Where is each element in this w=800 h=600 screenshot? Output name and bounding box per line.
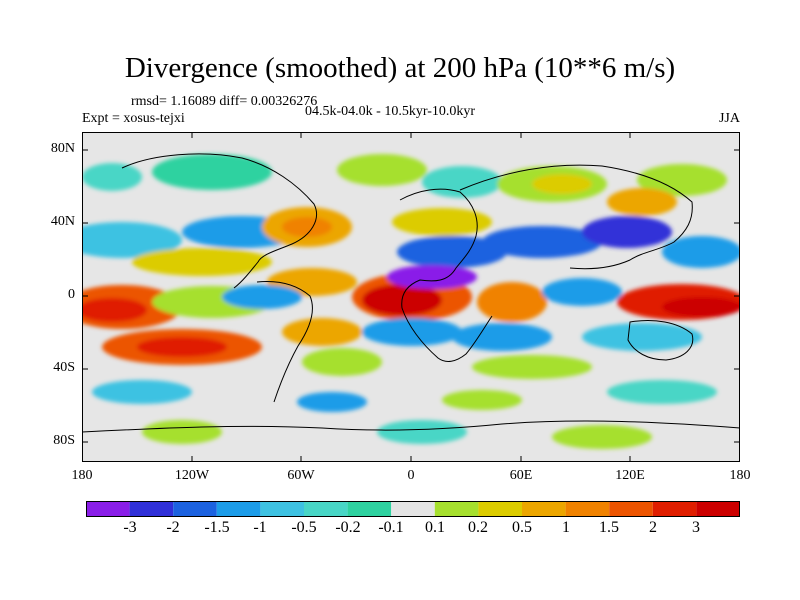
lat-label-80s: 80S [53, 433, 75, 448]
lon-label-60w: 60W [287, 468, 315, 483]
colorbar-box-1 [86, 501, 130, 517]
lon-label-120e: 120E [615, 468, 645, 483]
lat-label-80n: 80N [50, 141, 75, 156]
colorbar-box-4 [216, 501, 261, 517]
colorbar-label-9: 0.2 [468, 519, 488, 536]
lon-label-120w: 120W [174, 468, 210, 483]
colorbar-label-4: -1 [253, 519, 267, 536]
australia-coast [627, 320, 694, 361]
colorbar-box-11 [522, 501, 566, 517]
colorbar-box-2 [129, 501, 174, 517]
experiment-label: Expt = xosus-tejxi [82, 111, 185, 126]
colorbar-label-13: 2 [649, 519, 657, 536]
colorbar-box-10 [478, 501, 522, 517]
divergence-map [82, 132, 740, 462]
antarctica-coast [82, 420, 740, 433]
lat-label-40n: 40N [50, 214, 75, 229]
lon-label-60e: 60E [509, 468, 533, 483]
colorbar-box-13 [609, 501, 653, 517]
colorbar-label-1: -3 [123, 519, 137, 536]
colorbar-label-6: -0.2 [335, 519, 361, 536]
colorbar-box-6 [304, 501, 348, 517]
plot-title: Divergence (smoothed) at 200 hPa (10**6 … [124, 52, 676, 84]
colorbar-label-14: 3 [692, 519, 700, 536]
north-america-coast [121, 153, 317, 289]
colorbar-box-5 [260, 501, 304, 517]
colorbar-label-3: -1.5 [204, 519, 230, 536]
colorbar-box-9 [434, 501, 479, 517]
colorbar-box-12 [565, 501, 610, 517]
lat-label-40s: 40S [53, 360, 75, 375]
lon-label-0: 0 [407, 468, 415, 483]
lon-label-180e: 180 [729, 468, 751, 483]
south-america-coast [256, 281, 313, 403]
asia-coast [459, 164, 693, 270]
season-label: JJA [718, 111, 740, 126]
colorbar-box-7 [347, 501, 392, 517]
coastlines [82, 153, 740, 433]
colorbar-label-8: 0.1 [425, 519, 445, 536]
colorbar-label-12: 1.5 [599, 519, 619, 536]
stats-text: rmsd= 1.16089 diff= 0.00326276 [131, 94, 318, 109]
lat-ticks [82, 149, 740, 443]
colorbar-label-7: -0.1 [378, 519, 404, 536]
lon-ticks [191, 132, 631, 462]
lat-label-0: 0 [68, 287, 75, 302]
lon-label-180w: 180 [71, 468, 93, 483]
colorbar-box-15 [696, 501, 740, 517]
divergence-field [82, 154, 740, 449]
period-label: 04.5k-04.0k - 10.5kyr-10.0kyr [305, 104, 476, 119]
colorbar-label-5: -0.5 [291, 519, 317, 536]
europe-africa-coast [399, 188, 493, 362]
colorbar-label-10: 0.5 [512, 519, 532, 536]
colorbar-box-3 [173, 501, 217, 517]
colorbar-label-2: -2 [166, 519, 180, 536]
colorbar-box-14 [652, 501, 697, 517]
colorbar-box-8 [391, 501, 435, 517]
colorbar-label-11: 1 [562, 519, 570, 536]
colorbar [86, 501, 740, 517]
